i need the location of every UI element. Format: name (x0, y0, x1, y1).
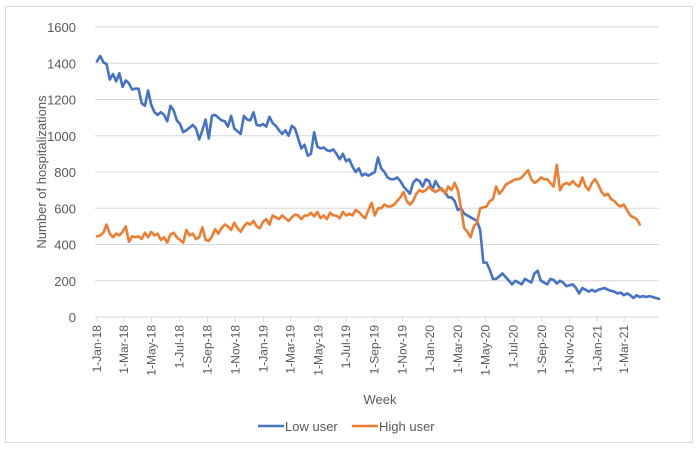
x-tick-label: 1-Nov-20 (563, 325, 577, 375)
x-tick-label: 1-Sep-18 (200, 325, 214, 375)
y-axis-title: Number of hospitalizations (34, 95, 49, 249)
x-tick-label: 1-Jan-19 (256, 325, 270, 373)
x-tick-label: 1-Jul-18 (173, 325, 187, 369)
series-line-low-user (95, 54, 661, 301)
x-tick-label: 1-Jul-19 (339, 325, 353, 369)
y-tick-label: 0 (69, 310, 76, 325)
y-tick-label: 800 (54, 165, 76, 180)
x-tick-label: 1-Jul-20 (506, 325, 520, 369)
legend-label: Low user (285, 419, 338, 434)
x-tick-label: 1-Nov-18 (228, 325, 242, 375)
x-tick-label: 1-Jan-21 (590, 325, 604, 373)
x-tick-label: 1-Nov-19 (395, 325, 409, 375)
x-tick-label: 1-May-20 (479, 325, 493, 376)
x-axis: 1-Jan-18 1-Mar-18 1-May-18 1-Jul-18 1-Sep-18… (90, 316, 659, 376)
x-tick-label: 1-May-18 (145, 325, 159, 376)
series-line-high-user (95, 163, 642, 244)
x-tick-label: 1-Sep-19 (367, 325, 381, 375)
x-tick-label: 1-Mar-21 (617, 325, 631, 374)
x-tick-label: 1-Mar-18 (117, 325, 131, 374)
x-tick-label: 1-Mar-19 (284, 325, 298, 374)
y-tick-label: 600 (54, 201, 76, 216)
x-tick-label: 1-Sep-20 (535, 325, 549, 375)
x-tick-label: 1-Jan-20 (423, 325, 437, 373)
x-tick-label: 1-May-19 (311, 325, 325, 376)
series-lines (95, 54, 661, 301)
legend: Low user High user (258, 419, 435, 434)
x-axis-title: Week (364, 392, 397, 407)
x-tick-label: 1-Mar-20 (451, 325, 465, 374)
y-axis-ticks: 0 200 400 600 800 1000 1200 1400 1600 (47, 20, 76, 325)
legend-label: High user (379, 419, 435, 434)
y-tick-label: 1600 (47, 20, 76, 35)
y-tick-label: 1200 (47, 93, 76, 108)
gridlines (95, 26, 659, 282)
y-tick-label: 200 (54, 274, 76, 289)
y-tick-label: 1400 (47, 56, 76, 71)
y-tick-label: 400 (54, 238, 76, 253)
x-tick-label: 1-Jan-18 (90, 325, 104, 373)
y-tick-label: 1000 (47, 129, 76, 144)
